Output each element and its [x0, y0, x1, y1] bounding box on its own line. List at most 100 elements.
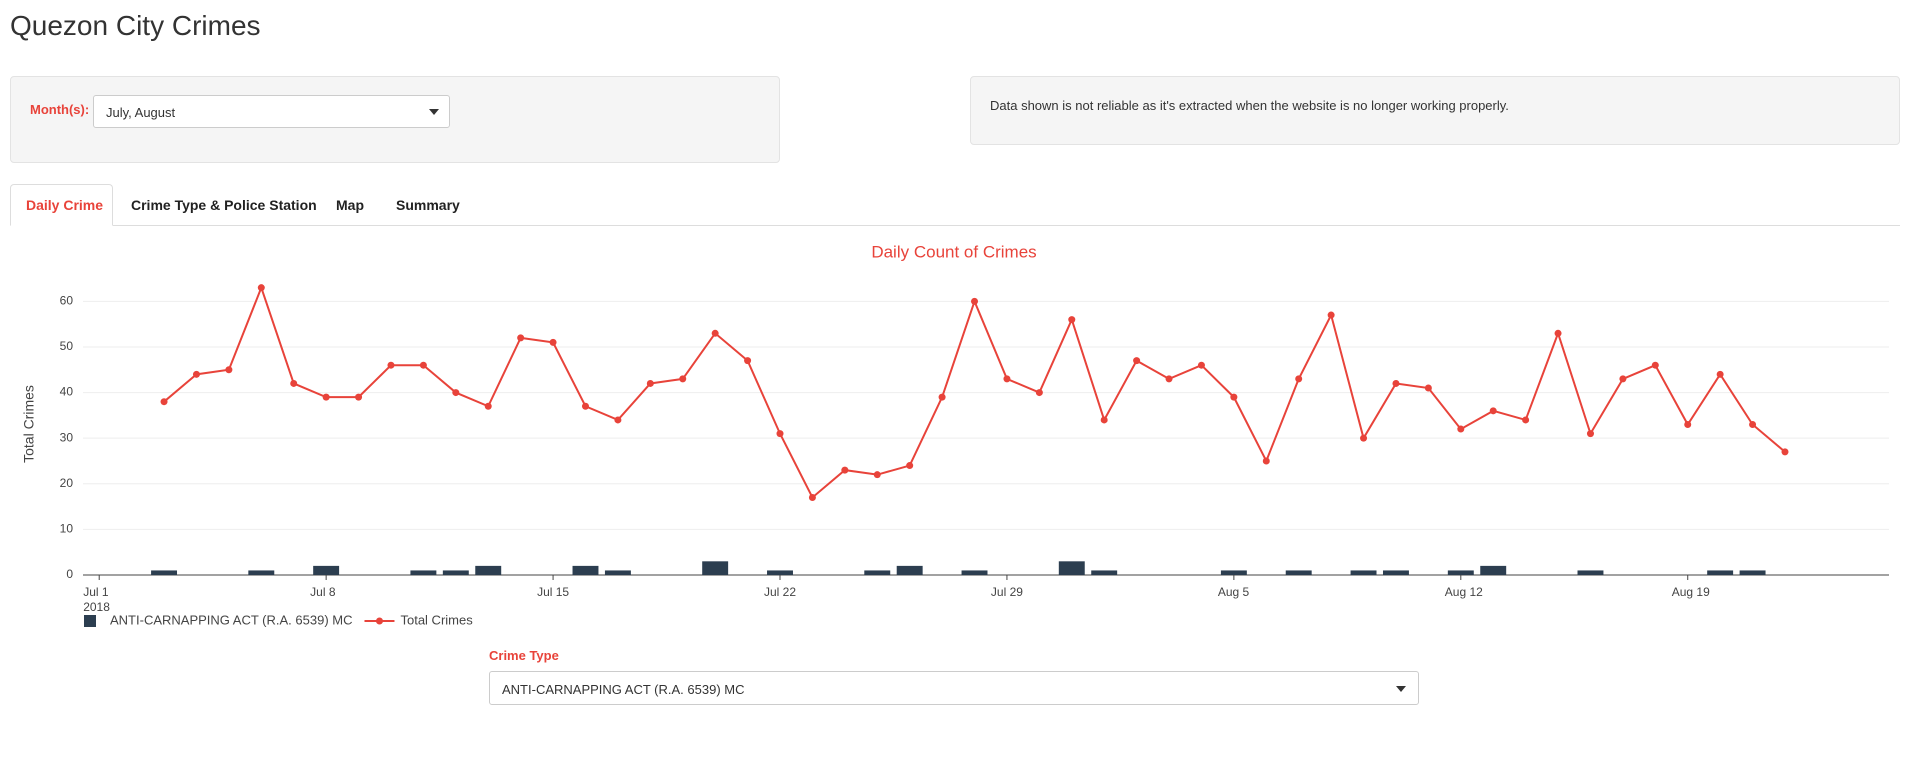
point	[1068, 316, 1076, 324]
bar	[313, 565, 340, 575]
bar	[1058, 561, 1085, 575]
point	[1360, 434, 1368, 442]
tab-active[interactable]	[10, 184, 113, 226]
point	[1424, 384, 1432, 392]
legend-swatch	[84, 615, 96, 627]
bar	[1447, 570, 1474, 575]
x-tick-label: Aug 19	[1672, 585, 1710, 599]
point	[1133, 357, 1141, 365]
bar	[1285, 570, 1312, 575]
month-select[interactable]: July, August	[93, 95, 450, 128]
point	[614, 416, 622, 424]
x-tick-label: Aug 12	[1445, 585, 1483, 599]
point	[1684, 421, 1692, 428]
crime-type-label: Crime Type	[489, 648, 559, 663]
notice-panel	[970, 76, 1900, 145]
y-tick-label: 60	[60, 294, 74, 308]
chart-title: Daily Count of Crimes	[871, 242, 1036, 261]
legend-label: ANTI-CARNAPPING ACT (R.A. 6539) MC	[110, 612, 352, 627]
point	[1554, 329, 1562, 337]
page-title: Quezon City Crimes	[10, 10, 261, 41]
point	[808, 493, 816, 501]
bar	[1350, 570, 1377, 575]
point	[744, 357, 752, 365]
point	[841, 466, 849, 474]
bar	[572, 565, 599, 575]
point	[1230, 393, 1238, 401]
bar	[702, 561, 729, 575]
point	[711, 329, 719, 337]
point	[452, 389, 460, 397]
point	[1457, 425, 1465, 433]
bar	[1382, 570, 1409, 575]
dropdown-arrow	[429, 109, 439, 115]
point	[1651, 361, 1659, 369]
point	[517, 334, 525, 342]
bar	[604, 570, 631, 575]
point	[225, 366, 233, 374]
bar	[442, 570, 469, 575]
x-tick-label: Jul 1 2018	[83, 585, 110, 614]
notice-text: Data shown is not reliable as it's extra…	[990, 98, 1509, 113]
tab[interactable]: Summary	[396, 197, 460, 213]
point	[290, 379, 298, 387]
x-tick-label: Aug 5	[1218, 585, 1250, 599]
bar	[475, 565, 502, 575]
chart: Daily Count of Crimes Total Crimes 0 10 20…	[21, 242, 1889, 627]
tab[interactable]: Daily Crime	[26, 197, 104, 213]
point	[1035, 389, 1043, 397]
bar	[1577, 570, 1604, 575]
tab[interactable]: Map	[336, 197, 364, 213]
x-tick-label: Jul 22	[764, 585, 796, 599]
bar	[248, 570, 275, 575]
point	[1749, 421, 1757, 428]
point	[1100, 416, 1108, 424]
month-value: July, August	[106, 105, 176, 120]
y-tick-label: 30	[60, 430, 74, 444]
point	[1586, 430, 1594, 438]
point	[549, 338, 557, 346]
point	[1392, 379, 1400, 387]
bar	[410, 570, 437, 575]
y-tick-label: 20	[60, 476, 74, 490]
month-label: Month(s):	[30, 102, 90, 117]
point	[1262, 457, 1270, 465]
y-axis-title: Total Crimes	[21, 385, 37, 463]
bar	[1707, 570, 1734, 575]
y-tick-label: 10	[60, 522, 74, 536]
point	[971, 297, 979, 305]
bar	[864, 570, 891, 575]
point	[938, 393, 946, 401]
bar	[1220, 570, 1247, 575]
point	[1197, 361, 1205, 369]
point	[322, 393, 330, 401]
point	[160, 398, 168, 406]
legend-label: Total Crimes	[400, 612, 473, 627]
point	[1327, 311, 1335, 319]
point	[1295, 375, 1303, 383]
point	[581, 402, 589, 410]
point	[1489, 407, 1497, 415]
bar	[1091, 570, 1118, 575]
point	[776, 430, 784, 438]
crime-type-select[interactable]: ANTI-CARNAPPING ACT (R.A. 6539) MC	[489, 671, 1419, 705]
point	[1003, 375, 1011, 383]
point	[1781, 448, 1789, 456]
point	[646, 379, 654, 387]
point	[419, 361, 427, 369]
bar	[767, 570, 793, 575]
point	[387, 361, 395, 369]
tab[interactable]: Crime Type & Police Station	[131, 197, 317, 213]
tab-line	[10, 225, 1900, 226]
point	[1522, 416, 1530, 424]
point	[257, 284, 265, 292]
y-tick-label: 0	[66, 567, 73, 581]
y-tick-label: 50	[60, 339, 74, 353]
x-tick-label: Jul 29	[991, 585, 1023, 599]
bar	[961, 570, 988, 575]
crime-type-value: ANTI-CARNAPPING ACT (R.A. 6539) MC	[502, 682, 745, 697]
legend-swatch	[375, 617, 383, 625]
dropdown-arrow	[1396, 686, 1406, 692]
point	[1165, 375, 1173, 383]
